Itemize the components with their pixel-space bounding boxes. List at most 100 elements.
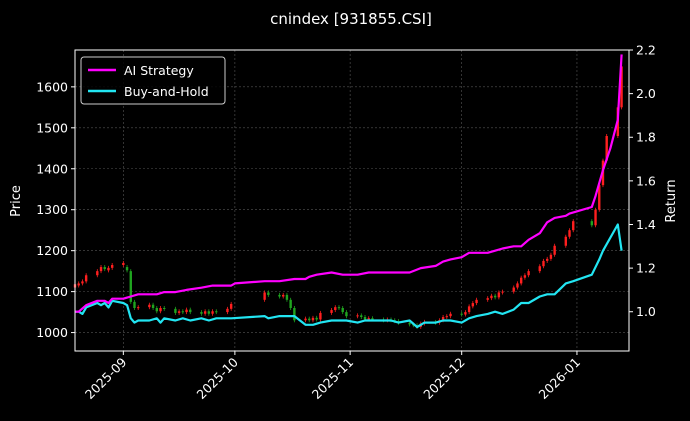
candle-body: [408, 322, 411, 325]
candle-body: [475, 299, 478, 304]
candle-body: [594, 209, 597, 226]
candle-body: [122, 262, 125, 265]
candle-body: [96, 271, 99, 276]
left-tick-label: 1400: [36, 161, 68, 176]
candle-body: [189, 309, 192, 313]
candle-body: [538, 266, 541, 272]
candle-body: [181, 311, 185, 313]
plot-frame: [74, 49, 630, 352]
candle-body: [598, 185, 601, 210]
right-tick-label: 1.6: [636, 173, 656, 188]
candle-body: [590, 221, 594, 226]
candle-body: [163, 308, 166, 309]
candle-body: [185, 309, 188, 313]
candle-body: [99, 267, 103, 272]
candle-body: [81, 281, 84, 284]
candle-body: [137, 307, 140, 309]
candle-body: [467, 306, 471, 313]
left-axis-label: Price: [9, 185, 24, 217]
candle-body: [319, 312, 322, 320]
strategy-lines: [75, 54, 623, 329]
candle-body: [516, 283, 519, 288]
candle-body: [549, 254, 553, 259]
candle-body: [207, 311, 211, 314]
right-tick-label: 1.8: [636, 130, 656, 145]
right-axis: 1.0 1.2 1.4 1.6 1.8 2.0 2.2: [629, 43, 656, 319]
right-tick-label: 2.0: [636, 86, 656, 101]
candle-body: [501, 291, 504, 293]
left-tick-label: 1600: [36, 79, 68, 94]
candle-body: [229, 303, 233, 309]
candle-body: [278, 294, 281, 297]
left-tick-label: 1200: [36, 243, 68, 258]
buy-and-hold-line: [75, 223, 623, 329]
right-tick-label: 1.0: [636, 304, 656, 319]
legend-label-ai: AI Strategy: [124, 63, 194, 78]
candle-body: [441, 317, 445, 321]
candle-body: [345, 312, 348, 317]
candle-body: [203, 311, 207, 314]
candle-body: [133, 301, 136, 308]
candle-body: [330, 310, 333, 313]
candle-body: [334, 307, 337, 311]
candle-body: [471, 303, 475, 307]
candle-body: [289, 299, 292, 308]
legend-label-bh: Buy-and-Hold: [124, 84, 209, 99]
candle-body: [107, 267, 110, 271]
candle-body: [371, 318, 374, 320]
candle-body: [177, 311, 181, 313]
candle-body: [460, 313, 463, 315]
candle-body: [486, 298, 489, 300]
candle-body: [337, 307, 341, 309]
candle-body: [315, 317, 318, 320]
right-tick-label: 1.4: [636, 217, 656, 232]
candle-body: [263, 292, 266, 300]
candle-body: [200, 312, 203, 314]
candle-body: [542, 260, 545, 267]
candle-body: [125, 267, 129, 271]
candle-body: [151, 304, 155, 308]
candle-body: [84, 275, 88, 282]
right-axis-label: Return: [664, 179, 679, 222]
left-axis: 1000 1100 1200 1300 1400 1500 1600: [36, 79, 75, 340]
candle-body: [527, 271, 530, 276]
candle-body: [174, 308, 177, 313]
candle-body: [464, 312, 467, 315]
candle-body: [449, 313, 452, 317]
left-tick-label: 1100: [36, 284, 68, 299]
candle-body: [267, 292, 270, 295]
candle-body: [519, 277, 523, 284]
candle-body: [356, 315, 359, 317]
ai-strategy-line: [75, 54, 623, 313]
legend: AI Strategy Buy-and-Hold: [80, 56, 226, 105]
candle-body: [564, 236, 567, 246]
candle-body: [304, 318, 307, 321]
legend-box: [80, 56, 226, 105]
candle-body: [497, 292, 501, 298]
candle-body: [148, 304, 151, 308]
candle-body: [155, 308, 158, 312]
candle-body: [311, 317, 315, 321]
candle-body: [512, 287, 515, 292]
candle-body: [445, 316, 449, 318]
candle-body: [605, 136, 608, 161]
candle-body: [572, 221, 575, 231]
candle-body: [568, 230, 571, 237]
candle-body: [620, 66, 623, 108]
right-tick-label: 1.2: [636, 261, 656, 276]
candle-body: [360, 315, 363, 318]
candle-body: [211, 311, 214, 314]
candle-body: [103, 267, 106, 270]
candle-body: [282, 294, 285, 297]
candle-body: [293, 308, 296, 321]
candle-body: [129, 271, 132, 302]
candle-body: [363, 317, 367, 320]
candle-body: [341, 308, 344, 313]
candle-body: [308, 318, 311, 321]
left-tick-label: 1500: [36, 120, 68, 135]
candle-body: [546, 258, 549, 261]
candle-body: [285, 294, 289, 300]
candle-body: [159, 308, 162, 312]
candle-body: [367, 318, 370, 320]
